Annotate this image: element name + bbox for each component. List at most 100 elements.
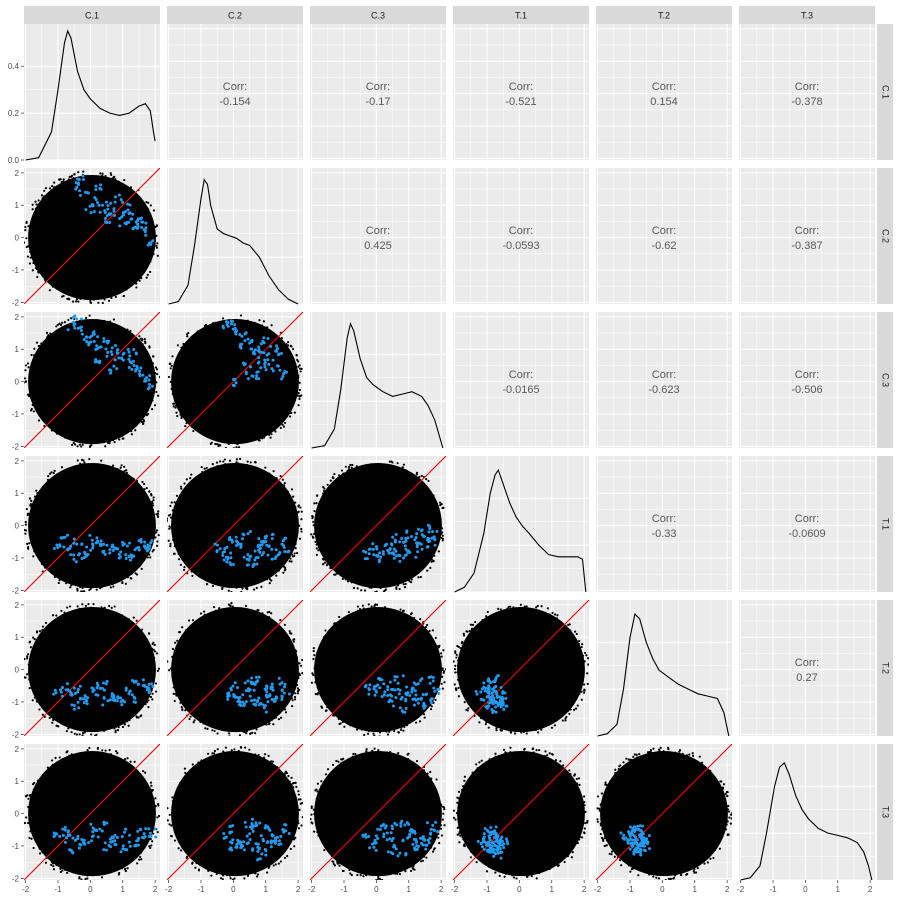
scatter-point <box>718 847 721 850</box>
y-tick-label: 0.2 <box>8 109 20 118</box>
highlight-point <box>399 821 403 825</box>
highlight-point <box>414 693 418 697</box>
scatter-point <box>24 657 26 661</box>
highlight-point <box>244 372 248 376</box>
highlight-point <box>115 348 119 352</box>
scatter-point <box>172 664 175 667</box>
scatter-point <box>173 839 177 842</box>
scatter-point <box>216 465 219 468</box>
scatter-point <box>187 619 191 622</box>
scatter-point <box>338 864 341 867</box>
highlight-point <box>143 684 147 688</box>
scatter-point <box>157 394 160 397</box>
scatter-point <box>254 461 257 464</box>
scatter-point <box>399 868 402 871</box>
scatter-point <box>365 874 368 877</box>
scatter-point <box>172 668 175 671</box>
scatter-point <box>187 630 190 633</box>
scatter-point <box>629 870 632 873</box>
scatter-point <box>37 203 40 206</box>
scatter-point <box>423 855 426 858</box>
scatter-point <box>437 538 441 541</box>
scatter-point <box>67 727 70 730</box>
highlight-point <box>648 847 652 851</box>
highlight-point <box>85 699 89 703</box>
scatter-point <box>237 749 240 752</box>
highlight-point <box>230 848 234 852</box>
scatter-point <box>525 732 528 735</box>
scatter-point <box>413 716 416 719</box>
scatter-point <box>394 872 397 875</box>
scatter-point <box>228 874 232 877</box>
highlight-point <box>100 686 104 690</box>
highlight-point <box>60 694 64 698</box>
highlight-point <box>270 682 274 686</box>
scatter-point <box>123 178 126 182</box>
scatter-point <box>148 845 151 848</box>
scatter-point <box>513 732 517 735</box>
highlight-point <box>54 691 58 695</box>
scatter-point <box>119 466 122 469</box>
highlight-point <box>413 830 417 834</box>
scatter-point <box>174 365 177 368</box>
highlight-point <box>393 844 397 848</box>
scatter-point <box>198 575 201 578</box>
scatter-point <box>580 836 584 839</box>
highlight-point <box>148 374 152 378</box>
highlight-point <box>82 556 86 560</box>
highlight-point <box>242 848 246 852</box>
scatter-point <box>410 578 413 581</box>
scatter-point <box>580 690 583 693</box>
highlight-point <box>63 825 67 829</box>
highlight-point <box>276 364 280 368</box>
highlight-points <box>52 533 154 564</box>
highlight-point <box>254 842 258 846</box>
scatter-point <box>442 805 445 809</box>
scatter-point <box>294 547 297 550</box>
highlight-point <box>257 377 261 381</box>
scatter-point <box>154 805 157 808</box>
scatter-point <box>509 730 512 733</box>
scatter-point <box>584 651 587 654</box>
scatter-point <box>368 586 371 589</box>
highlight-point <box>244 689 248 693</box>
panel-C.1-T.3: Corr:-0.378 <box>739 24 875 160</box>
highlight-point <box>404 852 408 856</box>
highlight-point <box>505 839 509 843</box>
panel-C.1-C.2: Corr:-0.154 <box>167 24 303 160</box>
scatter-point <box>60 575 63 578</box>
scatter-point <box>346 617 349 620</box>
highlight-point <box>88 335 92 339</box>
scatter-point <box>678 749 682 752</box>
scatter-point <box>138 335 141 338</box>
highlight-point <box>419 836 423 840</box>
highlight-point <box>72 315 76 319</box>
highlight-point <box>633 825 637 829</box>
panel-C.1-C.3: Corr:-0.17 <box>310 24 446 160</box>
y-tick-label: 0 <box>15 378 20 387</box>
panel-T.2-T.2 <box>596 600 732 737</box>
panel-C.2-C.1 <box>24 168 160 304</box>
highlight-point <box>266 553 270 557</box>
scatter-point <box>402 724 405 727</box>
highlight-point <box>429 698 433 702</box>
scatter-point <box>171 384 174 388</box>
highlight-point <box>257 847 261 851</box>
scatter-point <box>101 174 104 177</box>
scatter-point <box>92 175 95 178</box>
highlight-point <box>421 704 425 708</box>
scatter-point <box>55 863 58 867</box>
scatter-points <box>167 746 303 880</box>
scatter-point <box>167 807 169 810</box>
scatter-point <box>83 590 86 592</box>
highlight-point <box>408 832 412 836</box>
highlight-point <box>420 841 424 845</box>
scatter-point <box>171 800 175 803</box>
highlight-point <box>494 832 498 836</box>
highlight-point <box>126 202 130 206</box>
highlight-point <box>108 837 112 841</box>
highlight-point <box>238 332 242 336</box>
scatter-point <box>317 833 321 836</box>
highlight-point <box>386 685 390 689</box>
highlight-point <box>235 539 239 543</box>
